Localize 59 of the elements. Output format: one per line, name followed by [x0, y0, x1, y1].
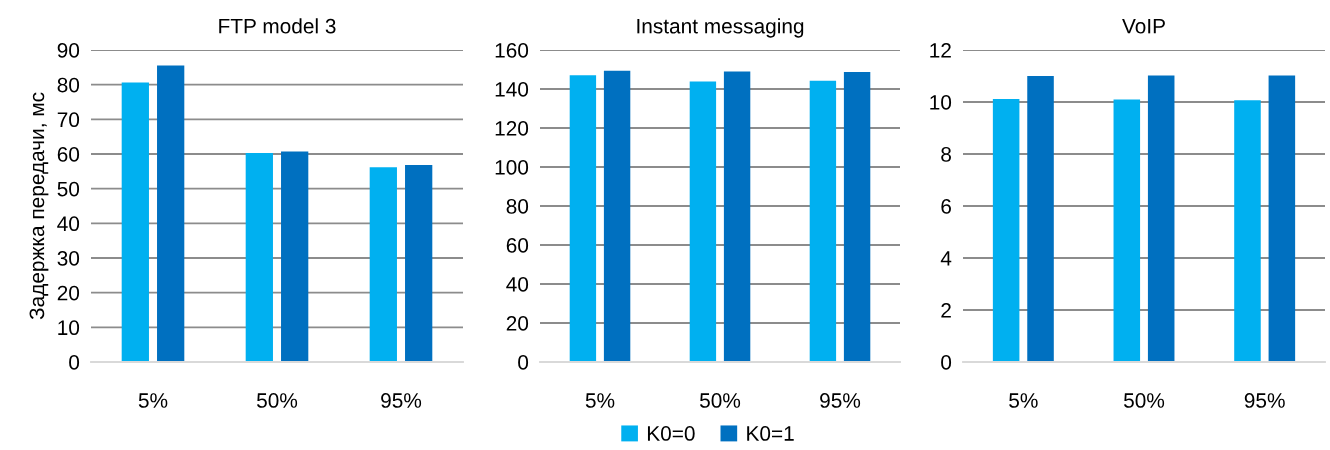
bar — [369, 167, 397, 362]
x-tick-label: 95% — [381, 393, 422, 408]
bar — [992, 98, 1020, 362]
y-tick-label: 40 — [506, 277, 529, 292]
legend-label: K0=0 — [647, 426, 695, 441]
y-tick-label: 60 — [506, 238, 529, 253]
y-tick-label: 90 — [57, 43, 80, 58]
bar — [723, 71, 751, 362]
chart-title: Instant messaging — [637, 18, 804, 38]
y-tick-label: 50 — [57, 181, 80, 197]
y-tick-label: 10 — [58, 320, 80, 336]
bar — [1147, 75, 1175, 362]
y-tick-label: 2 — [941, 303, 951, 318]
legend-label: K0=1 — [747, 426, 794, 441]
y-tick-label: 140 — [495, 82, 529, 97]
x-tick-label: 95% — [1244, 393, 1285, 408]
bar — [1027, 76, 1054, 362]
y-tick-label: 70 — [57, 112, 80, 128]
y-tick-label: 80 — [57, 77, 80, 93]
y-tick-label: 6 — [941, 199, 951, 214]
x-tick-label: 95% — [820, 393, 861, 408]
y-tick-label: 0 — [941, 355, 952, 370]
x-tick-label: 50% — [699, 393, 741, 408]
x-tick-label: 5% — [1009, 393, 1038, 408]
bar — [569, 75, 597, 362]
y-axis-title: Задержка передачи, мс — [29, 92, 49, 320]
bar — [809, 80, 837, 362]
y-tick-label: 40 — [57, 216, 80, 232]
bar — [689, 81, 717, 362]
bar — [843, 72, 871, 362]
chart-title: FTP model 3 — [219, 18, 336, 34]
bar — [281, 151, 309, 362]
y-tick-label: 160 — [495, 43, 529, 58]
x-tick-label: 5% — [138, 393, 168, 408]
bar — [157, 65, 185, 362]
x-tick-label: 50% — [1123, 393, 1165, 408]
bar — [405, 165, 433, 362]
x-tick-label: 50% — [256, 393, 298, 408]
y-tick-label: 100 — [495, 160, 529, 175]
y-tick-label: 80 — [506, 199, 529, 214]
y-tick-label: 8 — [941, 147, 951, 162]
x-tick-label: 5% — [585, 393, 615, 408]
y-tick-label: 12 — [930, 43, 951, 58]
bar — [1234, 100, 1261, 362]
y-tick-label: 120 — [495, 121, 529, 136]
chart-title: VoIP — [1122, 19, 1165, 34]
y-tick-label: 0 — [69, 355, 80, 370]
bar — [245, 152, 273, 362]
bar — [603, 70, 631, 362]
bar — [1113, 99, 1141, 362]
y-tick-label: 20 — [57, 285, 80, 301]
y-tick-label: 60 — [57, 147, 80, 162]
y-tick-label: 0 — [518, 355, 529, 370]
y-tick-label: 10 — [930, 95, 952, 110]
bar — [121, 82, 149, 362]
y-tick-label: 20 — [506, 316, 529, 331]
y-tick-label: 30 — [57, 251, 80, 266]
bar — [1268, 75, 1296, 362]
y-tick-label: 4 — [940, 251, 952, 266]
